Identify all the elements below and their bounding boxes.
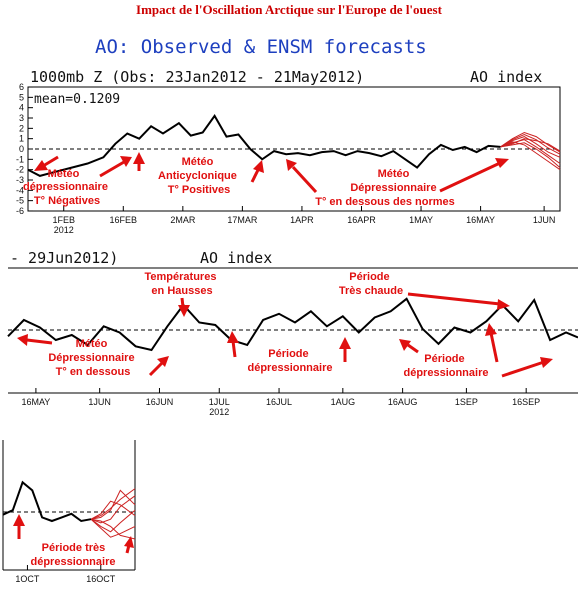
top-forecast-ensemble — [500, 131, 561, 171]
middle-x-tick-label: 1JUN — [88, 397, 111, 407]
top-observed-series-line — [27, 114, 501, 177]
arrow-bot-2 — [124, 536, 134, 554]
annotation-top-anticyclonique: Météo Anticyclonique T° Positives — [158, 156, 240, 196]
middle-x-tick-label: 1AUG — [331, 397, 356, 407]
bottom-forecast-member-line — [90, 518, 136, 540]
top-y-tick-label: -3 — [16, 175, 24, 185]
bottom-x-tick-label: 1OCT — [15, 574, 40, 584]
top-y-tick-label: 4 — [19, 103, 24, 113]
top-mean-label: mean=0.1209 — [34, 92, 120, 107]
middle-x-tick-label: 16AUG — [388, 397, 418, 407]
middle-x-tick-label: 16SEP — [512, 397, 540, 407]
arrow-mid-4 — [148, 356, 169, 377]
top-x-tick-label: 17MAR — [227, 215, 258, 225]
middle-x-tick-label: 16JUL — [266, 397, 292, 407]
top-y-tick-label: 1 — [19, 134, 24, 144]
page-title: Impact de l'Oscillation Arctique sur l'E… — [136, 2, 442, 17]
top-forecast-member-line — [500, 141, 561, 171]
top-y-tick-label: 0 — [19, 144, 24, 154]
top-y-tick-label: -5 — [16, 196, 24, 206]
top-x-tick-label: 1JUN — [533, 215, 556, 225]
top-forecast-member-line — [500, 138, 561, 152]
annotations: Météo dépressionnaire T° Négatives Météo… — [23, 156, 489, 568]
top-y-tick-label: -6 — [16, 206, 24, 216]
arrow-top-1 — [34, 155, 59, 171]
annotation-mid-temperatures-hausses: Températures en Hausses — [145, 271, 220, 297]
bottom-forecast-member-line — [90, 488, 136, 520]
annotation-arrows — [13, 152, 553, 554]
top-ao-index-label: AO index — [470, 68, 542, 86]
top-y-tick-label: 6 — [19, 82, 24, 92]
bottom-forecast-member-line — [90, 500, 136, 520]
top-forecast-member-line — [500, 139, 561, 164]
arrow-top-3 — [133, 152, 145, 171]
top-x-tick-label: 16FEB — [110, 215, 138, 225]
middle-ao-index-label: AO index — [200, 249, 272, 267]
arrow-mid-3 — [17, 334, 53, 346]
middle-x-tick-label: 16JUN — [146, 397, 174, 407]
bottom-x-tick-label: 16OCT — [86, 574, 116, 584]
arrow-top-2 — [99, 156, 132, 178]
bottom-x-axis: 1OCT 16OCT — [15, 565, 116, 584]
arrow-mid-7 — [399, 339, 419, 354]
annotation-top-depressionnaire: Météo dépressionnaire T° Négatives — [23, 168, 111, 207]
bottom-forecast-member-line — [90, 509, 136, 533]
top-x-tick-label: 1APR — [290, 215, 314, 225]
top-y-tick-label: -2 — [16, 165, 24, 175]
middle-x-tick-sublabel: 2012 — [209, 407, 229, 417]
annotation-bot-tres-depressionnaire: Période très dépressionnaire — [31, 542, 116, 568]
middle-x-tick-label: 1JUL — [209, 397, 230, 407]
top-x-tick-sublabel: 2012 — [54, 225, 74, 235]
annotation-top-depressionnaire-normes: Météo Dépressionnaire T° en dessous des … — [315, 168, 455, 208]
top-forecast-member-line — [500, 142, 561, 168]
top-y-tick-label: 3 — [19, 113, 24, 123]
middle-x-tick-label: 16MAY — [21, 397, 50, 407]
arrow-top-5 — [286, 159, 318, 194]
arrow-mid-2 — [407, 292, 510, 310]
bottom-forecast-member-line — [90, 489, 136, 520]
top-y-tick-label: 2 — [19, 123, 24, 133]
top-panel: AO: Observed & ENSM forecasts 1000mb Z (… — [16, 36, 561, 235]
arrow-top-6 — [439, 158, 509, 193]
arrow-mid-1 — [178, 297, 190, 317]
bottom-forecast-member-line — [90, 518, 136, 538]
annotation-mid-periode-depressionnaire-2: Période dépressionnaire — [404, 353, 489, 379]
top-chart-title: AO: Observed & ENSM forecasts — [95, 36, 427, 58]
arrow-mid-5 — [227, 331, 239, 358]
top-y-tick-label: -4 — [16, 185, 24, 195]
top-x-tick-label: 1MAY — [409, 215, 433, 225]
annotation-mid-periode-depressionnaire-1: Période dépressionnaire — [248, 348, 333, 374]
middle-panel: - 29Jun2012) AO index 16MAY 1JUN 16JUN 1JUL… — [7, 249, 578, 417]
middle-observed-series-line — [7, 297, 578, 352]
top-x-tick-label: 2MAR — [170, 215, 196, 225]
bottom-panel: 1OCT 16OCT — [2, 440, 136, 584]
bottom-forecast-ensemble — [90, 488, 136, 540]
top-forecast-member-line — [500, 133, 561, 155]
middle-x-tick-label: 1SEP — [455, 397, 478, 407]
arrow-mid-9 — [501, 357, 553, 378]
middle-chart-subtitle: - 29Jun2012) — [10, 249, 118, 267]
bottom-forecast-member-line — [90, 495, 136, 524]
top-chart-subtitle: 1000mb Z (Obs: 23Jan2012 - 21May2012) — [30, 68, 364, 86]
arrow-mid-8 — [485, 323, 499, 363]
annotation-mid-depressionnaire-dessous: Météo Dépressionnaire T° en dessous — [48, 338, 137, 378]
arrow-bot-1 — [13, 514, 25, 539]
top-x-tick-label: 16MAY — [466, 215, 495, 225]
arrow-top-4 — [250, 160, 264, 183]
top-x-tick-label: 16APR — [347, 215, 376, 225]
top-y-tick-label: 5 — [19, 92, 24, 102]
top-y-tick-label: -1 — [16, 154, 24, 164]
top-x-tick-label: 1FEB — [52, 215, 75, 225]
annotation-mid-tres-chaude: Période Très chaude — [339, 271, 403, 297]
arrow-mid-6 — [339, 337, 351, 362]
top-forecast-member-line — [500, 131, 561, 153]
bottom-observed-series-line — [2, 480, 92, 523]
